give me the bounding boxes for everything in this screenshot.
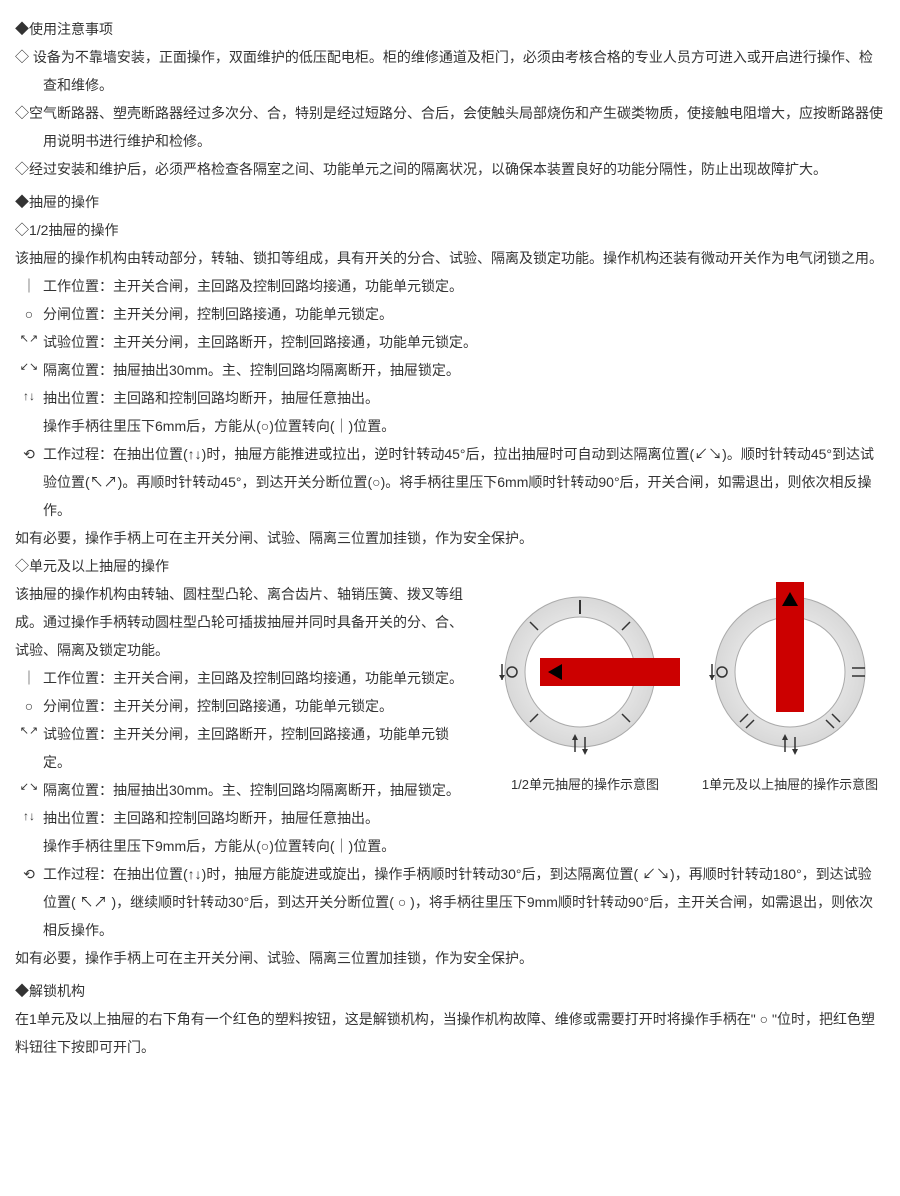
pos-symbol: ○ <box>15 300 43 328</box>
half-pos-2: ↖↗ 试验位置：主开关分闸，主回路断开，控制回路接通，功能单元锁定。 <box>15 328 885 356</box>
unlock-text: 在1单元及以上抽屉的右下角有一个红色的塑料按钮，这是解锁机构，当操作机构故障、维… <box>15 1005 885 1061</box>
usage-note-2: ◇经过安装和维护后，必须严格检查各隔室之间、功能单元之间的隔离状况，以确保本装置… <box>15 155 885 183</box>
diagram-unit: 1单元及以上抽屉的操作示意图 <box>700 582 880 798</box>
pos-symbol: ｜ <box>15 272 43 300</box>
drawer-title: ◆抽屉的操作 <box>15 188 885 216</box>
pos-symbol: ↑↓ <box>15 804 43 828</box>
pos-text: 工作位置：主开关合闸，主回路及控制回路均接通，功能单元锁定。 <box>43 664 465 692</box>
pos-text: 抽出位置：主回路和控制回路均断开，抽屉任意抽出。 <box>43 384 885 412</box>
pos-text: 试验位置：主开关分闸，主回路断开，控制回路接通，功能单元锁定。 <box>43 720 465 776</box>
diagrams-row: 1/2单元抽屉的操作示意图 <box>485 582 885 798</box>
pos-symbol: ↖↗ <box>15 720 43 742</box>
half-process: 工作过程：在抽出位置(↑↓)时，抽屉方能推进或拉出，逆时针转动45°后，拉出抽屉… <box>43 440 885 524</box>
unit-process: 工作过程：在抽出位置(↑↓)时，抽屉方能旋进或旋出，操作手柄顺时针转动30°后，… <box>43 860 885 944</box>
pos-text: 隔离位置：抽屉抽出30mm。主、控制回路均隔离断开，抽屉锁定。 <box>43 776 465 804</box>
pos-symbol: ｜ <box>15 664 43 692</box>
unit-pos-3: ↙↘ 隔离位置：抽屉抽出30mm。主、控制回路均隔离断开，抽屉锁定。 <box>15 776 465 804</box>
process-symbol: ⟲ <box>15 440 43 468</box>
unit-handle-note: 操作手柄往里压下9mm后，方能从(○)位置转向(｜)位置。 <box>15 832 465 860</box>
pos-text: 隔离位置：抽屉抽出30mm。主、控制回路均隔离断开，抽屉锁定。 <box>43 356 885 384</box>
pos-text: 分闸位置：主开关分闸，控制回路接通，功能单元锁定。 <box>43 692 465 720</box>
half-pos-1: ○ 分闸位置：主开关分闸，控制回路接通，功能单元锁定。 <box>15 300 885 328</box>
half-handle-note: 操作手柄往里压下6mm后，方能从(○)位置转向(｜)位置。 <box>15 412 885 440</box>
usage-note-0: ◇ 设备为不靠墙安装，正面操作，双面维护的低压配电柜。柜的维修通道及柜门，必须由… <box>15 43 885 99</box>
usage-note-1: ◇空气断路器、塑壳断路器经过多次分、合，特别是经过短路分、合后，会使触头局部烧伤… <box>15 99 885 155</box>
unit-pos-4: ↑↓ 抽出位置：主回路和控制回路均断开，抽屉任意抽出。 <box>15 804 465 832</box>
pos-symbol: ↙↘ <box>15 776 43 798</box>
half-drawer-intro: 该抽屉的操作机构由转动部分，转轴、锁扣等组成，具有开关的分合、试验、隔离及锁定功… <box>15 244 885 272</box>
unit-drawer-title: ◇单元及以上抽屉的操作 <box>15 552 465 580</box>
pos-symbol: ○ <box>15 692 43 720</box>
diagram-half: 1/2单元抽屉的操作示意图 <box>490 582 680 798</box>
pos-text: 分闸位置：主开关分闸，控制回路接通，功能单元锁定。 <box>43 300 885 328</box>
pos-symbol: ↖↗ <box>15 328 43 350</box>
half-process-line: ⟲ 工作过程：在抽出位置(↑↓)时，抽屉方能推进或拉出，逆时针转动45°后，拉出… <box>15 440 885 524</box>
unit-pos-1: ○ 分闸位置：主开关分闸，控制回路接通，功能单元锁定。 <box>15 692 465 720</box>
pos-text: 试验位置：主开关分闸，主回路断开，控制回路接通，功能单元锁定。 <box>43 328 885 356</box>
unit-process-line: ⟲ 工作过程：在抽出位置(↑↓)时，抽屉方能旋进或旋出，操作手柄顺时针转动30°… <box>15 860 885 944</box>
half-drawer-title: ◇1/2抽屉的操作 <box>15 216 885 244</box>
unlock-title: ◆解锁机构 <box>15 977 885 1005</box>
knob-unit-icon <box>700 582 880 762</box>
half-pos-4: ↑↓ 抽出位置：主回路和控制回路均断开，抽屉任意抽出。 <box>15 384 885 412</box>
unit-drawer-intro: 该抽屉的操作机构由转轴、圆柱型凸轮、离合齿片、轴销压簧、拨叉等组成。通过操作手柄… <box>15 580 465 664</box>
pos-symbol: ↙↘ <box>15 356 43 378</box>
half-pos-3: ↙↘ 隔离位置：抽屉抽出30mm。主、控制回路均隔离断开，抽屉锁定。 <box>15 356 885 384</box>
unit-pos-2: ↖↗ 试验位置：主开关分闸，主回路断开，控制回路接通，功能单元锁定。 <box>15 720 465 776</box>
pos-symbol: ↑↓ <box>15 384 43 408</box>
unit-pos-0: ｜ 工作位置：主开关合闸，主回路及控制回路均接通，功能单元锁定。 <box>15 664 465 692</box>
diagram2-caption: 1单元及以上抽屉的操作示意图 <box>700 772 880 798</box>
knob-half-icon <box>490 582 680 762</box>
unit-lock-note: 如有必要，操作手柄上可在主开关分闸、试验、隔离三位置加挂锁，作为安全保护。 <box>15 944 885 972</box>
pos-text: 抽出位置：主回路和控制回路均断开，抽屉任意抽出。 <box>43 804 465 832</box>
diagram1-caption: 1/2单元抽屉的操作示意图 <box>490 772 680 798</box>
usage-notes-title: ◆使用注意事项 <box>15 15 885 43</box>
pos-text: 工作位置：主开关合闸，主回路及控制回路均接通，功能单元锁定。 <box>43 272 885 300</box>
half-lock-note: 如有必要，操作手柄上可在主开关分闸、试验、隔离三位置加挂锁，作为安全保护。 <box>15 524 885 552</box>
half-pos-0: ｜ 工作位置：主开关合闸，主回路及控制回路均接通，功能单元锁定。 <box>15 272 885 300</box>
process-symbol: ⟲ <box>15 860 43 888</box>
